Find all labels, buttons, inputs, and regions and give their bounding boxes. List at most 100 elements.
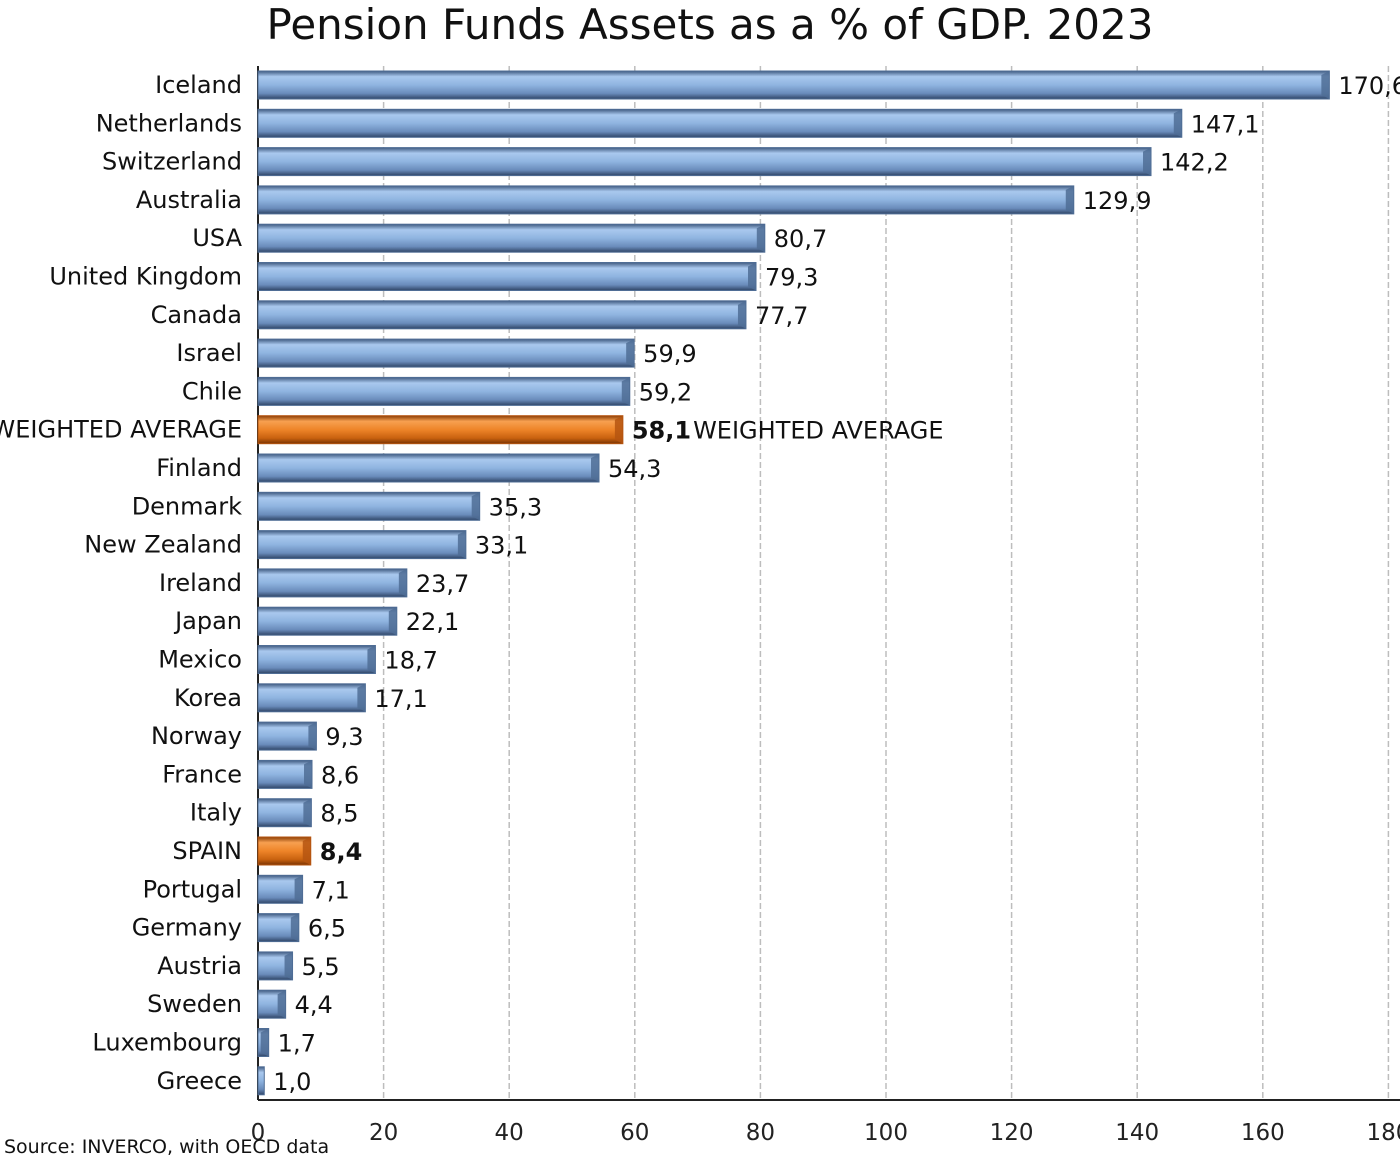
- value-label: 80,7: [774, 225, 827, 253]
- bar-bevel: [471, 492, 480, 521]
- value-label: 129,9: [1083, 187, 1152, 215]
- bar-bevel: [277, 990, 286, 1019]
- value-label: 35,3: [489, 493, 542, 521]
- category-label: Finland: [156, 454, 242, 482]
- value-label: 5,5: [302, 953, 340, 981]
- bar-bevel: [621, 377, 630, 406]
- value-label: 23,7: [416, 570, 469, 598]
- source-note: Source: INVERCO, with OECD data: [4, 1136, 330, 1158]
- value-label: 1,7: [278, 1030, 316, 1058]
- category-label: Canada: [151, 301, 242, 329]
- bar-bevel: [303, 798, 312, 827]
- category-label: Ireland: [159, 569, 242, 597]
- value-label: 1,0: [273, 1068, 311, 1096]
- labels: 0 20 40 60 80 100 120 140 160 180 Iceland 170,6 Neth…: [0, 71, 1400, 1146]
- category-label: Luxembourg: [92, 1029, 242, 1057]
- bar-finland: [257, 453, 600, 483]
- x-tick-label: 140: [1115, 1120, 1159, 1146]
- chart-title: Pension Funds Assets as a % of GDP. 2023: [266, 0, 1154, 49]
- bar-ireland: [257, 568, 408, 598]
- category-label: Chile: [182, 377, 242, 405]
- category-label: Iceland: [155, 71, 242, 99]
- bar-norway: [257, 721, 317, 751]
- x-tick-label: 20: [369, 1120, 398, 1146]
- bar-bevel: [626, 339, 635, 368]
- category-label: Italy: [190, 799, 242, 827]
- category-label: Austria: [157, 952, 242, 980]
- value-label: 6,5: [308, 915, 346, 943]
- x-tick-label: 80: [746, 1120, 775, 1146]
- bar-bevel: [284, 951, 293, 980]
- value-label: 4,4: [295, 991, 333, 1019]
- bar-australia: [257, 185, 1075, 215]
- value-label: 18,7: [384, 647, 437, 675]
- category-label: Norway: [151, 722, 242, 750]
- bar-bevel: [308, 722, 317, 751]
- value-label: 58,1: [632, 417, 691, 445]
- bar-korea: [257, 683, 366, 713]
- bar-bevel: [737, 300, 746, 329]
- category-label: Sweden: [147, 990, 242, 1018]
- bar-bevel: [304, 760, 313, 789]
- category-label: WEIGHTED AVERAGE: [0, 416, 242, 444]
- bar-bevel: [290, 913, 299, 942]
- category-label: United Kingdom: [49, 263, 242, 291]
- bar-bevel: [294, 875, 303, 904]
- bar-bevel: [591, 454, 600, 482]
- bar-switzerland: [257, 147, 1152, 177]
- value-label: 54,3: [608, 455, 661, 483]
- bar-greece: [257, 1066, 265, 1096]
- bar-iceland: [257, 70, 1330, 100]
- x-tick-label: 180: [1366, 1120, 1400, 1146]
- bar-mexico: [257, 645, 376, 674]
- bar-bevel: [614, 415, 623, 444]
- bar-bevel: [388, 607, 397, 636]
- bar-usa: [257, 223, 766, 253]
- annotation-label: WEIGHTED AVERAGE: [693, 417, 943, 445]
- bar-bevel: [367, 645, 376, 674]
- value-label: 147,1: [1191, 110, 1260, 138]
- value-label: 33,1: [475, 532, 528, 560]
- x-tick-label: 160: [1241, 1120, 1285, 1146]
- bar-israel: [257, 338, 635, 368]
- value-label: 7,1: [312, 876, 350, 904]
- bar-chile: [257, 376, 631, 406]
- bar-bevel: [748, 262, 757, 291]
- bar-bevel: [1321, 71, 1330, 99]
- value-label: 9,3: [325, 723, 363, 751]
- bar-weighted-average: [257, 415, 624, 445]
- value-label: 8,6: [321, 761, 359, 789]
- category-label: Denmark: [132, 492, 242, 520]
- category-label: Greece: [157, 1067, 242, 1095]
- bar-united-kingdom: [257, 262, 757, 291]
- category-label: Korea: [174, 684, 242, 712]
- category-label: Israel: [176, 339, 242, 367]
- value-label: 17,1: [374, 685, 427, 713]
- bar-bevel: [756, 224, 765, 253]
- bar-bevel: [1143, 147, 1152, 176]
- bars: [257, 70, 1330, 1096]
- x-tick-label: 120: [990, 1120, 1034, 1146]
- bar-bevel: [1173, 109, 1182, 138]
- category-label: France: [162, 760, 242, 788]
- bar-canada: [257, 300, 747, 330]
- bar-bevel: [1065, 185, 1074, 214]
- bar-italy: [257, 798, 312, 828]
- x-tick-label: 60: [620, 1120, 649, 1146]
- x-tick-label: 40: [495, 1120, 524, 1146]
- value-label: 59,2: [639, 378, 692, 406]
- value-label: 8,4: [320, 838, 363, 866]
- value-label: 170,6: [1338, 72, 1400, 100]
- value-label: 22,1: [406, 608, 459, 636]
- bar-bevel: [260, 1028, 269, 1057]
- bar-new-zealand: [257, 530, 467, 560]
- value-label: 8,5: [320, 800, 358, 828]
- category-label: Switzerland: [102, 148, 242, 176]
- bar-bevel: [398, 568, 407, 597]
- category-label: Portugal: [143, 875, 242, 903]
- bar-bevel: [357, 683, 366, 712]
- category-label: USA: [192, 224, 242, 252]
- bar-netherlands: [257, 108, 1183, 138]
- bar-france: [257, 759, 313, 789]
